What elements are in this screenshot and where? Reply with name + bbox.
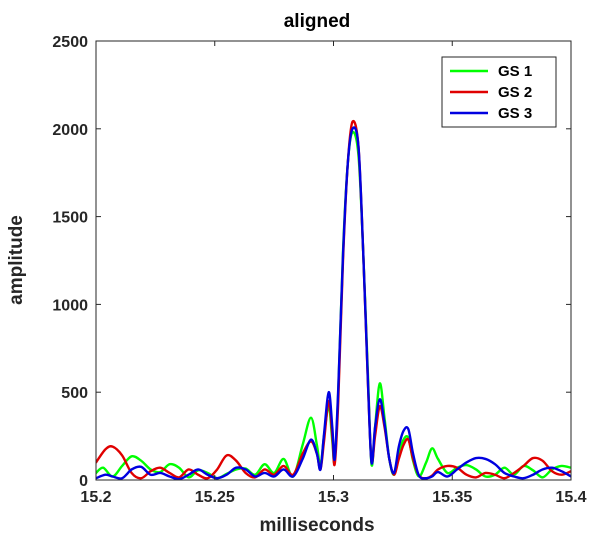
legend-label-gs-1: GS 1	[498, 63, 532, 80]
y-tick-label: 1500	[52, 210, 88, 227]
x-axis-label: milliseconds	[259, 515, 374, 536]
y-axis-label: amplitude	[6, 215, 27, 305]
x-tick-label: 15.35	[432, 489, 472, 506]
y-tick-label: 2500	[52, 34, 88, 51]
legend-label-gs-2: GS 2	[498, 84, 532, 101]
series-line-gs-3	[96, 126, 571, 480]
y-tick-label: 2000	[52, 122, 88, 139]
x-tick-label: 15.2	[80, 489, 111, 506]
x-tick-label: 15.3	[318, 489, 349, 506]
series-line-gs-2	[96, 119, 571, 480]
legend: GS 1 GS 2 GS 3	[441, 56, 557, 128]
series-layer	[96, 119, 571, 480]
y-tick-label: 0	[79, 473, 88, 490]
y-tick-label: 500	[61, 385, 88, 402]
chart-title: aligned	[284, 11, 351, 32]
ticks-layer: 15.2 15.25 15.3 15.35 15.4 0 500 1000 1500 2000 25…	[52, 34, 586, 506]
x-tick-label: 15.4	[555, 489, 586, 506]
y-tick-label: 1000	[52, 297, 88, 314]
x-tick-label: 15.25	[195, 489, 235, 506]
series-line-gs-1	[96, 130, 571, 480]
legend-label-gs-3: GS 3	[498, 105, 532, 122]
